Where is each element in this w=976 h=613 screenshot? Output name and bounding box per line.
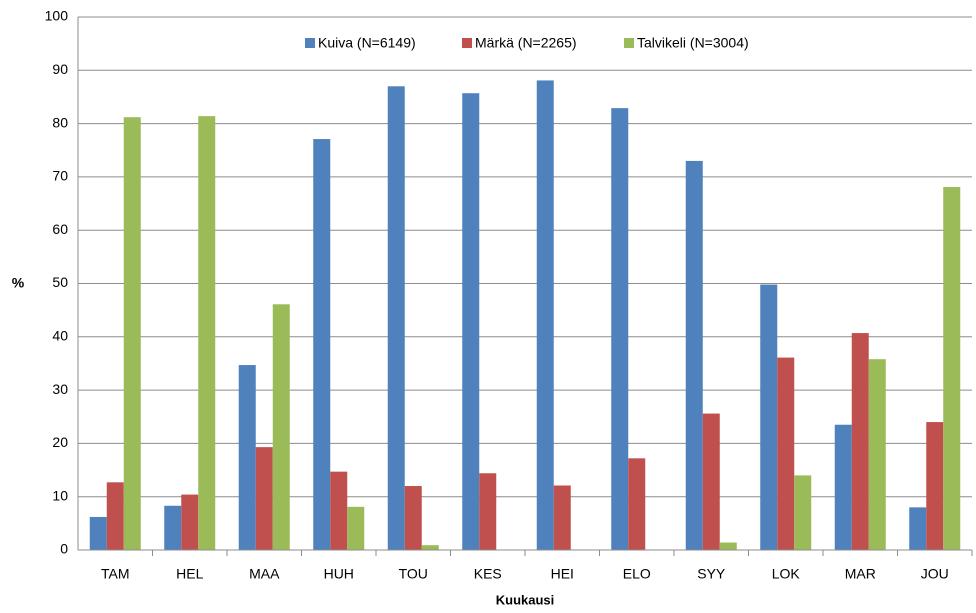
bar	[794, 475, 812, 550]
x-tick-label: LOK	[772, 566, 801, 582]
x-tick-label: JOU	[921, 566, 949, 582]
y-tick-label: 20	[52, 434, 68, 450]
legend-label: Märkä (N=2265)	[475, 35, 577, 51]
bar	[330, 471, 348, 550]
bar	[238, 365, 256, 550]
bar	[719, 542, 737, 550]
bar	[313, 139, 331, 550]
bar	[777, 357, 795, 550]
bar	[106, 482, 124, 550]
legend-swatch	[305, 38, 315, 48]
bar	[943, 187, 961, 551]
bar	[702, 413, 720, 550]
bar	[123, 117, 141, 550]
bar	[347, 506, 365, 550]
bar	[611, 108, 629, 550]
legend-swatch	[624, 38, 634, 48]
bar	[387, 86, 405, 550]
y-axis-title: %	[12, 275, 25, 291]
y-tick-label: 10	[52, 487, 68, 503]
y-tick-label: 60	[52, 221, 68, 237]
bar	[198, 116, 216, 550]
bar	[181, 494, 199, 550]
x-axis-title: Kuukausi	[496, 592, 555, 607]
legend-label: Kuiva (N=6149)	[318, 35, 416, 51]
bar	[553, 485, 571, 550]
y-tick-label: 80	[52, 114, 68, 130]
bar	[421, 545, 439, 550]
x-tick-label: MAA	[249, 566, 280, 582]
x-tick-label: SYY	[697, 566, 726, 582]
legend-label: Talvikeli (N=3004)	[637, 35, 749, 51]
y-tick-label: 40	[52, 328, 68, 344]
x-tick-label: HEI	[551, 566, 574, 582]
x-tick-label: MAR	[845, 566, 876, 582]
x-tick-label: TAM	[101, 566, 130, 582]
x-tick-label: ELO	[623, 566, 651, 582]
bar	[164, 505, 182, 550]
y-tick-label: 50	[52, 274, 68, 290]
bar	[926, 422, 944, 550]
x-tick-label: TOU	[399, 566, 428, 582]
bar	[479, 473, 497, 550]
y-tick-label: 100	[45, 8, 69, 24]
bar	[685, 160, 703, 550]
bar	[760, 284, 778, 550]
x-tick-label: KES	[474, 566, 502, 582]
x-tick-label: HUH	[324, 566, 354, 582]
y-tick-label: 30	[52, 381, 68, 397]
bar	[834, 424, 852, 550]
bar	[536, 80, 554, 550]
bar	[868, 359, 886, 550]
y-tick-label: 70	[52, 168, 68, 184]
y-tick-label: 0	[60, 541, 68, 557]
bar	[909, 507, 927, 550]
bar	[462, 93, 480, 551]
bar	[404, 486, 422, 550]
bar	[272, 304, 290, 550]
bar	[628, 458, 646, 550]
bar	[851, 333, 869, 550]
bar	[89, 516, 107, 550]
y-tick-label: 90	[52, 61, 68, 77]
x-tick-label: HEL	[176, 566, 203, 582]
legend-swatch	[462, 38, 472, 48]
bar	[255, 447, 273, 550]
